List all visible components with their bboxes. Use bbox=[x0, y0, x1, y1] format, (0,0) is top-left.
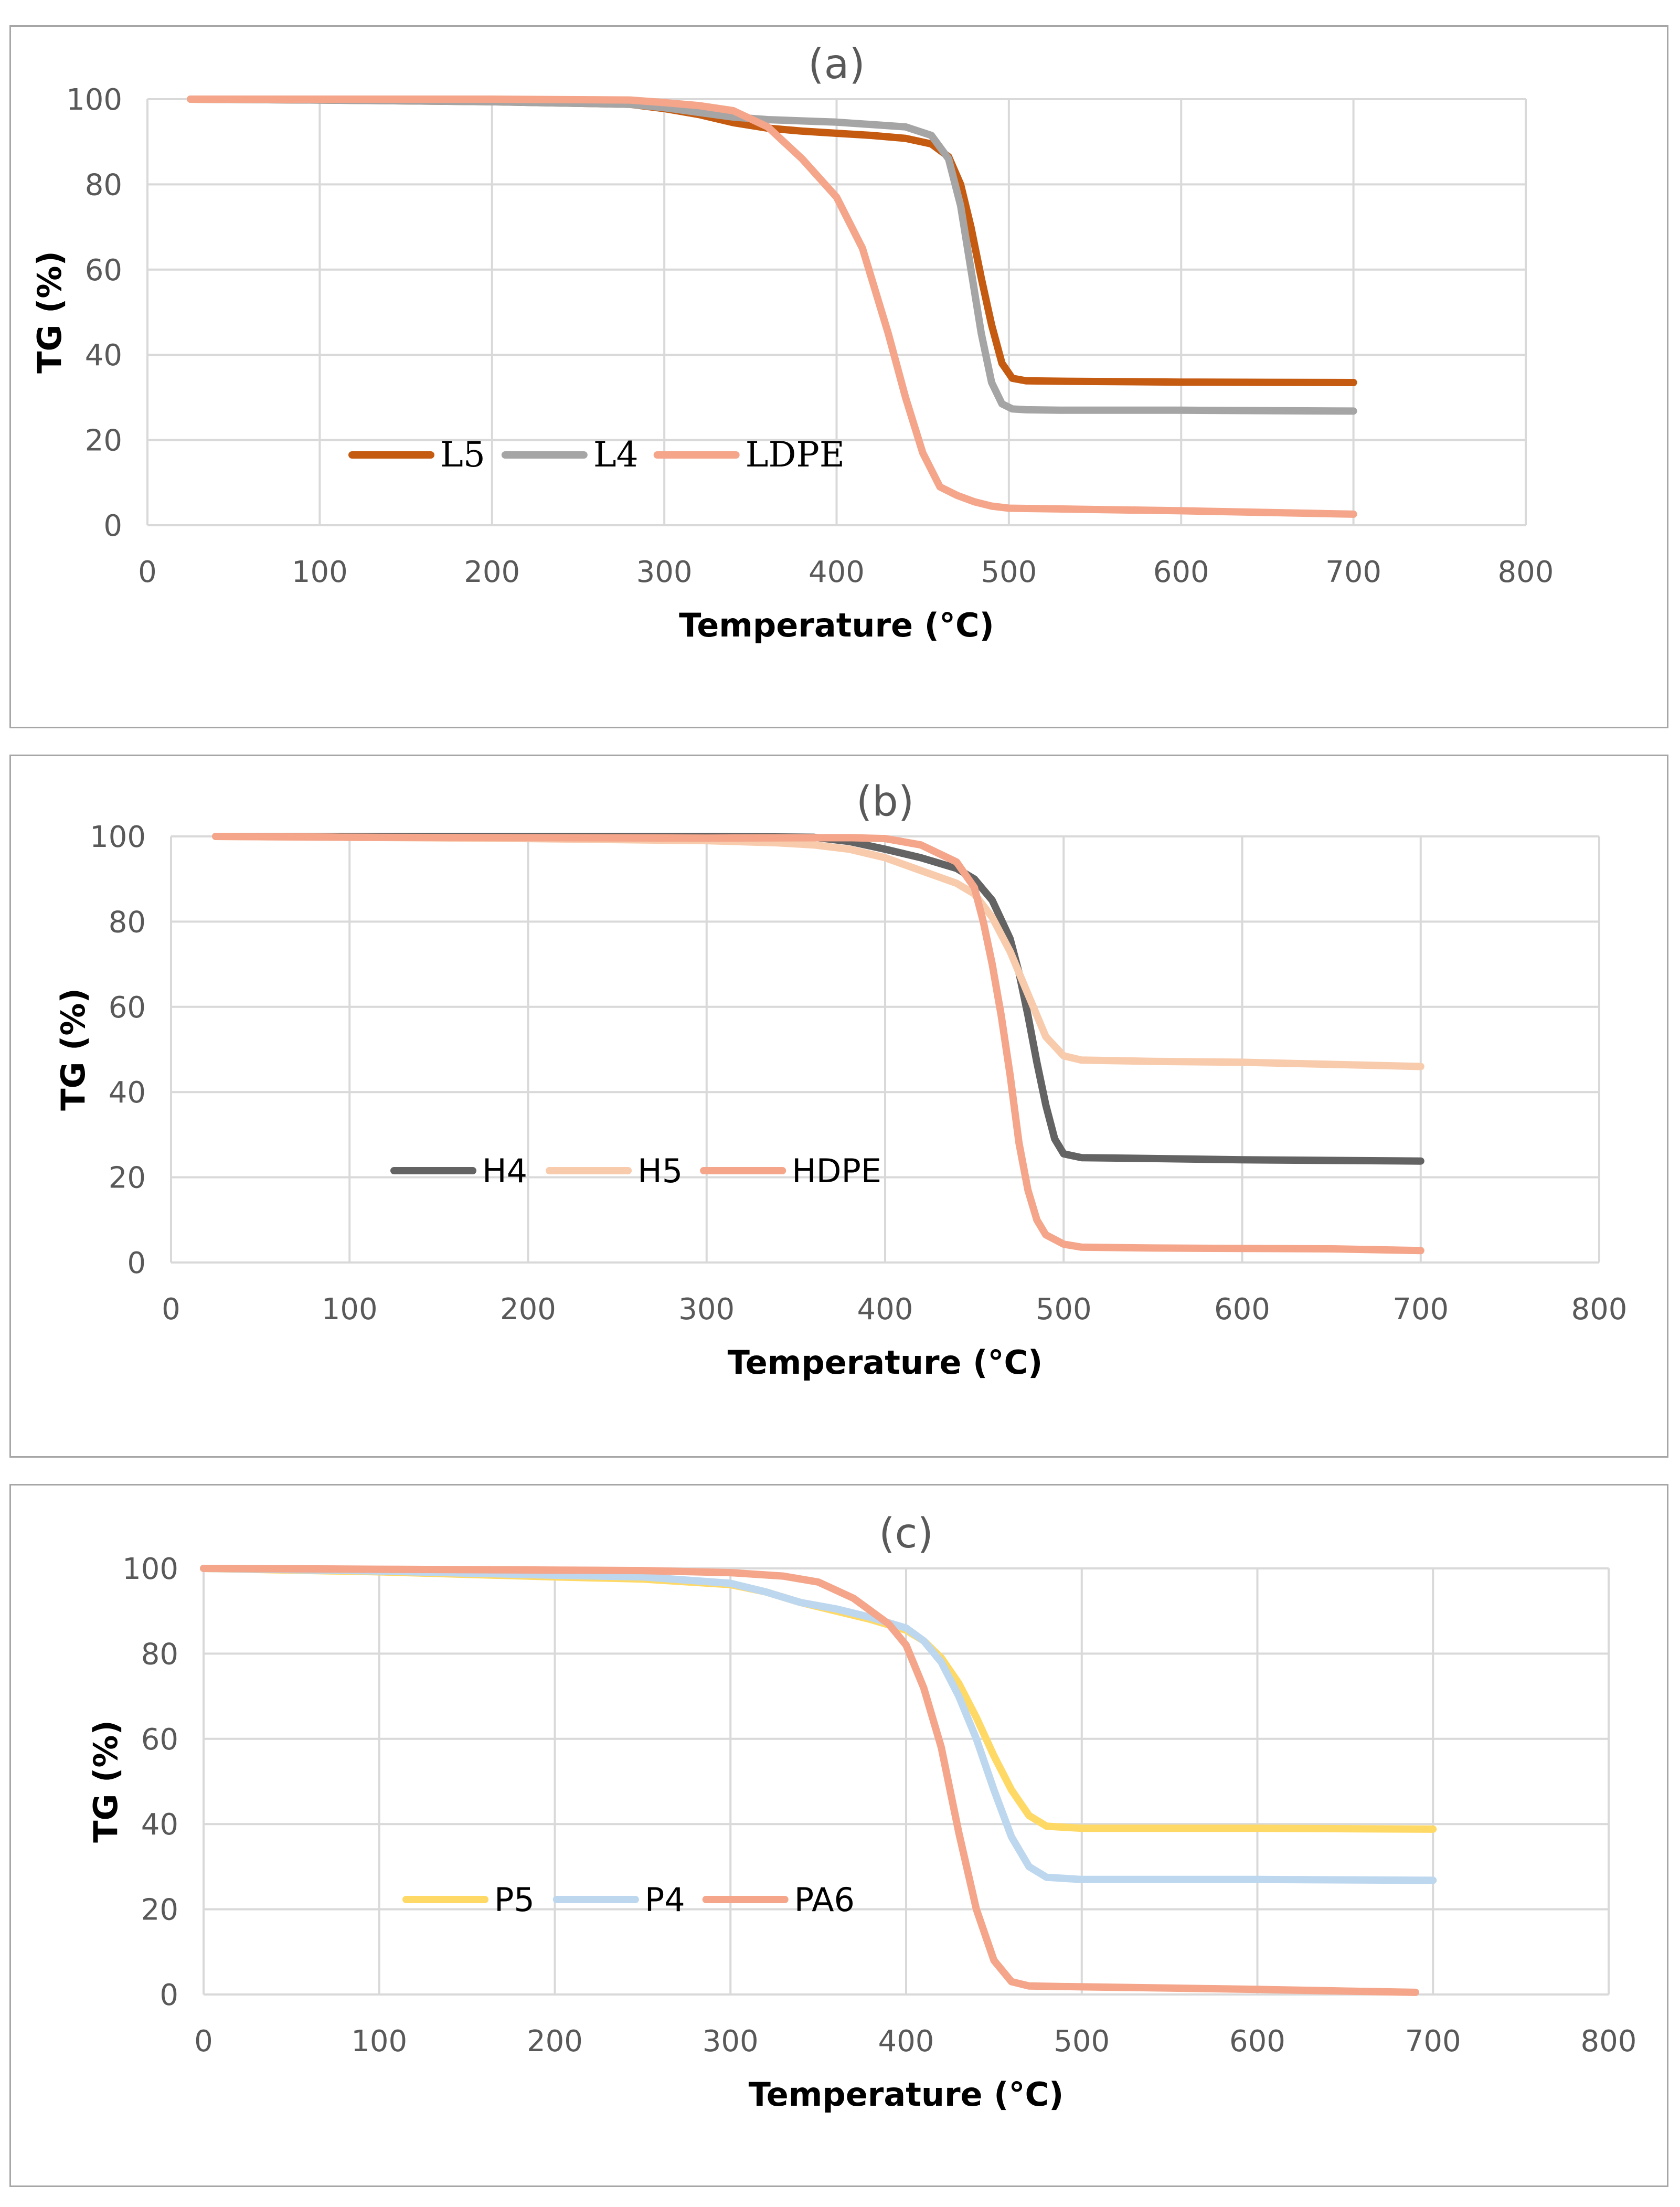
x-tick-label: 400 bbox=[878, 2024, 934, 2059]
chart-title: (b) bbox=[856, 778, 914, 825]
legend-label-p4: P4 bbox=[645, 1881, 685, 1919]
legend: L5 L4 LDPE bbox=[348, 434, 845, 475]
x-tick-label: 0 bbox=[138, 555, 157, 589]
x-tick-label: 0 bbox=[162, 1292, 180, 1327]
x-tick-label: 700 bbox=[1325, 555, 1381, 589]
chart-a: 0 20 40 60 80 100 0 100 200 300 400 500 600 700 800 (a)… bbox=[30, 41, 1554, 644]
chart-title: (c) bbox=[879, 1510, 933, 1557]
x-axis-label: Temperature (°C) bbox=[749, 2075, 1064, 2114]
chart-b: 0 20 40 60 80 100 0 100 200 300 400 500 600 700 800 (b)… bbox=[54, 778, 1628, 1382]
chart-panel-c: 0 20 40 60 80 100 0 100 200 300 400 500 600 700 800 (c)… bbox=[9, 1484, 1668, 2187]
x-tick-label: 300 bbox=[703, 2024, 759, 2059]
x-tick-label: 500 bbox=[981, 555, 1037, 589]
y-tick-label: 80 bbox=[141, 1637, 178, 1671]
legend-label-pa6: PA6 bbox=[794, 1881, 855, 1919]
series-line-h4 bbox=[212, 833, 1424, 1165]
series-line-h5 bbox=[212, 833, 1424, 1070]
chart-panel-b: 0 20 40 60 80 100 0 100 200 300 400 500 600 700 800 (b)… bbox=[9, 755, 1668, 1458]
x-tick-label: 500 bbox=[1036, 1292, 1092, 1327]
y-tick-label: 40 bbox=[109, 1076, 146, 1110]
x-tick-label: 200 bbox=[527, 2024, 583, 2059]
y-tick-label: 0 bbox=[160, 1978, 178, 2012]
x-tick-label: 800 bbox=[1571, 1292, 1628, 1327]
legend-label-h4: H4 bbox=[482, 1152, 527, 1190]
x-tick-label: 100 bbox=[322, 1292, 378, 1327]
y-tick-label: 60 bbox=[109, 991, 146, 1025]
x-tick-label: 100 bbox=[351, 2024, 407, 2059]
x-tick-label: 200 bbox=[500, 1292, 556, 1327]
y-tick-label: 100 bbox=[90, 820, 146, 854]
x-tick-label: 400 bbox=[809, 555, 865, 589]
y-tick-label: 20 bbox=[109, 1161, 146, 1195]
y-tick-label: 100 bbox=[122, 1552, 178, 1586]
gridlines bbox=[170, 835, 1600, 1264]
x-tick-label: 700 bbox=[1405, 2024, 1461, 2059]
x-tick-label: 600 bbox=[1229, 2024, 1285, 2059]
y-axis-label: TG (%) bbox=[87, 1720, 125, 1843]
series-line-hdpe bbox=[212, 833, 1424, 1255]
y-tick-label: 80 bbox=[109, 905, 146, 939]
x-tick-label: 600 bbox=[1214, 1292, 1270, 1327]
y-tick-label: 60 bbox=[141, 1723, 178, 1757]
legend: P5 P4 PA6 bbox=[402, 1881, 855, 1919]
chart-panel-a: 0 20 40 60 80 100 0 100 200 300 400 500 600 700 800 (a)… bbox=[9, 25, 1668, 728]
y-tick-label: 40 bbox=[141, 1808, 178, 1842]
series-line-ldpe bbox=[187, 96, 1357, 518]
legend-label-h5: H5 bbox=[637, 1152, 683, 1190]
chart-title: (a) bbox=[808, 41, 865, 88]
legend: H4 H5 HDPE bbox=[390, 1152, 881, 1190]
x-tick-label: 700 bbox=[1392, 1292, 1449, 1327]
legend-label-p5: P5 bbox=[494, 1881, 535, 1919]
x-tick-label: 400 bbox=[857, 1292, 913, 1327]
x-tick-label: 0 bbox=[194, 2024, 213, 2059]
y-tick-label: 0 bbox=[103, 509, 122, 543]
x-axis-label: Temperature (°C) bbox=[679, 606, 994, 644]
series-line-p4 bbox=[200, 1565, 1437, 1884]
series-line-pa6 bbox=[200, 1565, 1419, 1996]
y-tick-label: 40 bbox=[85, 338, 122, 373]
x-tick-label: 300 bbox=[678, 1292, 735, 1327]
y-tick-label: 60 bbox=[85, 253, 122, 288]
x-tick-label: 500 bbox=[1054, 2024, 1110, 2059]
x-tick-label: 800 bbox=[1498, 555, 1554, 589]
legend-label-hdpe: HDPE bbox=[792, 1152, 881, 1190]
y-tick-label: 100 bbox=[66, 83, 122, 117]
series-line-l5 bbox=[187, 96, 1357, 386]
legend-label-l5: L5 bbox=[440, 434, 485, 475]
legend-label-l4: L4 bbox=[593, 434, 639, 475]
y-tick-label: 20 bbox=[141, 1893, 178, 1927]
x-axis-label: Temperature (°C) bbox=[728, 1343, 1043, 1382]
x-tick-label: 600 bbox=[1153, 555, 1209, 589]
x-tick-label: 300 bbox=[636, 555, 693, 589]
y-tick-label: 20 bbox=[85, 424, 122, 458]
y-tick-label: 0 bbox=[127, 1246, 146, 1280]
legend-label-ldpe: LDPE bbox=[746, 434, 845, 475]
y-axis-label: TG (%) bbox=[30, 251, 69, 374]
x-tick-label: 200 bbox=[464, 555, 520, 589]
chart-c: 0 20 40 60 80 100 0 100 200 300 400 500 600 700 800 (c)… bbox=[87, 1510, 1637, 2114]
x-tick-label: 800 bbox=[1581, 2024, 1637, 2059]
series-line-l4 bbox=[187, 96, 1357, 415]
y-axis-label: TG (%) bbox=[54, 988, 92, 1111]
y-tick-label: 80 bbox=[85, 168, 122, 202]
x-tick-label: 100 bbox=[292, 555, 348, 589]
